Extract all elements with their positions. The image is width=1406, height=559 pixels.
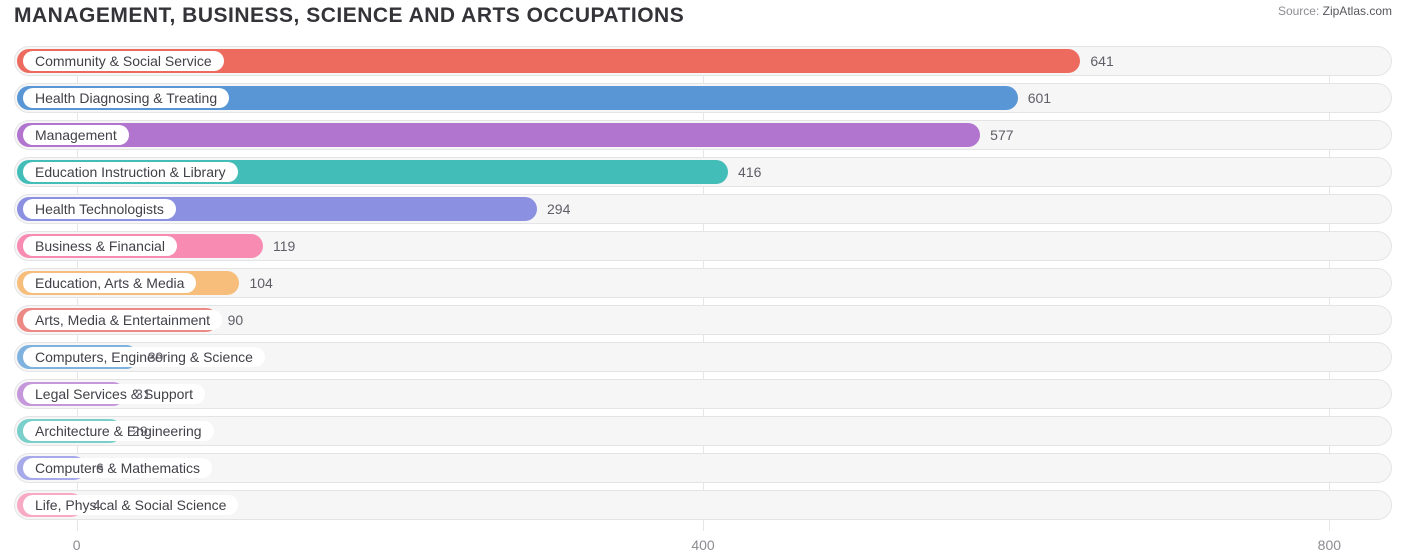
category-pill: Business & Financial: [23, 236, 177, 256]
category-pill: Community & Social Service: [23, 51, 224, 71]
chart-header: MANAGEMENT, BUSINESS, SCIENCE AND ARTS O…: [0, 0, 1406, 28]
source-label: Source:: [1278, 4, 1319, 18]
bar-value-label: 294: [537, 194, 570, 224]
bar-row: Education, Arts & Media 104: [14, 268, 1392, 298]
bar-track: [14, 416, 1392, 446]
bar-row: Health Technologists 294: [14, 194, 1392, 224]
bar-value-label: 601: [1018, 83, 1051, 113]
plot-area: Community & Social Service 641 Health Diag…: [14, 46, 1392, 527]
category-pill: Architecture & Engineering: [23, 421, 214, 441]
bar-row: Computers, Engineering & Science39: [14, 342, 1392, 372]
bar-row: Community & Social Service 641: [14, 46, 1392, 76]
category-pill: Computers & Mathematics: [23, 458, 212, 478]
bar-row: Computers & Mathematics6: [14, 453, 1392, 483]
chart-title: MANAGEMENT, BUSINESS, SCIENCE AND ARTS O…: [14, 4, 684, 28]
bar-row: Legal Services & Support31: [14, 379, 1392, 409]
bar-value-label: 577: [980, 120, 1013, 150]
bar-value-label: 4: [83, 490, 101, 520]
bar-track: [14, 453, 1392, 483]
bar-row: Business & Financial 119: [14, 231, 1392, 261]
category-pill: Education, Arts & Media: [23, 273, 196, 293]
source-site: ZipAtlas.com: [1323, 4, 1392, 18]
bar-track: [14, 379, 1392, 409]
bar-row: Management 577: [14, 120, 1392, 150]
bar-value-label: 119: [263, 231, 295, 261]
x-tick-label: 0: [73, 537, 81, 553]
bar-value-label: 29: [122, 416, 148, 446]
bar-fill: [17, 123, 980, 147]
bar-value-label: 31: [125, 379, 151, 409]
bar-value-label: 641: [1080, 46, 1113, 76]
bar-row: Architecture & Engineering29: [14, 416, 1392, 446]
category-pill: Arts, Media & Entertainment: [23, 310, 222, 330]
category-pill: Life, Physical & Social Science: [23, 495, 238, 515]
x-tick-label: 400: [691, 537, 714, 553]
bar-row: Arts, Media & Entertainment90: [14, 305, 1392, 335]
bar-value-label: 6: [86, 453, 104, 483]
bar-value-label: 104: [239, 268, 272, 298]
bar-row: Education Instruction & Library 416: [14, 157, 1392, 187]
bar-value-label: 416: [728, 157, 761, 187]
bar-value-label: 90: [218, 305, 244, 335]
category-pill: Management: [23, 125, 129, 145]
category-pill: Health Diagnosing & Treating: [23, 88, 229, 108]
category-pill: Legal Services & Support: [23, 384, 205, 404]
category-pill: Education Instruction & Library: [23, 162, 238, 182]
x-tick-label: 800: [1318, 537, 1341, 553]
bar-row: Health Diagnosing & Treating 601: [14, 83, 1392, 113]
bar-row: Life, Physical & Social Science4: [14, 490, 1392, 520]
category-pill: Health Technologists: [23, 199, 176, 219]
source-attribution: Source: ZipAtlas.com: [1278, 4, 1392, 18]
bar-value-label: 39: [138, 342, 164, 372]
occupations-bar-chart: Community & Social Service 641 Health Diag…: [14, 46, 1392, 553]
